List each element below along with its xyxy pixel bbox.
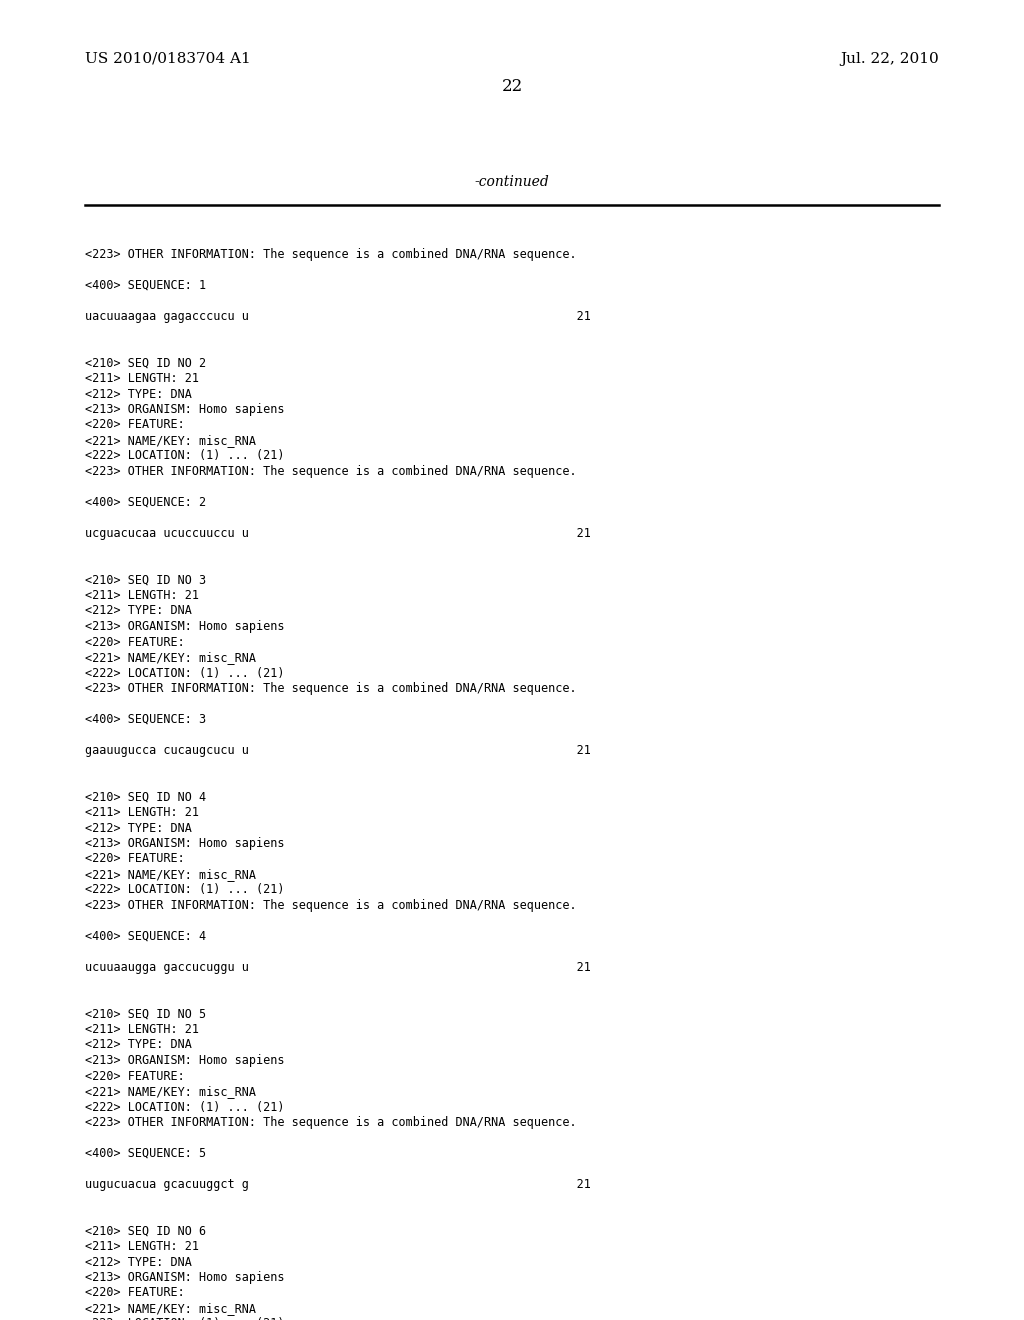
Text: <210> SEQ ID NO 3: <210> SEQ ID NO 3 — [85, 573, 206, 586]
Text: <223> OTHER INFORMATION: The sequence is a combined DNA/RNA sequence.: <223> OTHER INFORMATION: The sequence is… — [85, 465, 577, 478]
Text: <213> ORGANISM: Homo sapiens: <213> ORGANISM: Homo sapiens — [85, 1271, 285, 1284]
Text: <400> SEQUENCE: 4: <400> SEQUENCE: 4 — [85, 931, 206, 942]
Text: <221> NAME/KEY: misc_RNA: <221> NAME/KEY: misc_RNA — [85, 1085, 256, 1098]
Text: <211> LENGTH: 21: <211> LENGTH: 21 — [85, 372, 199, 385]
Text: <211> LENGTH: 21: <211> LENGTH: 21 — [85, 1023, 199, 1036]
Text: <210> SEQ ID NO 6: <210> SEQ ID NO 6 — [85, 1225, 206, 1238]
Text: <211> LENGTH: 21: <211> LENGTH: 21 — [85, 1239, 199, 1253]
Text: <220> FEATURE:: <220> FEATURE: — [85, 1287, 184, 1299]
Text: <212> TYPE: DNA: <212> TYPE: DNA — [85, 388, 191, 400]
Text: <221> NAME/KEY: misc_RNA: <221> NAME/KEY: misc_RNA — [85, 434, 256, 447]
Text: -continued: -continued — [475, 176, 549, 189]
Text: <212> TYPE: DNA: <212> TYPE: DNA — [85, 821, 191, 834]
Text: <400> SEQUENCE: 5: <400> SEQUENCE: 5 — [85, 1147, 206, 1160]
Text: <213> ORGANISM: Homo sapiens: <213> ORGANISM: Homo sapiens — [85, 403, 285, 416]
Text: <222> LOCATION: (1) ... (21): <222> LOCATION: (1) ... (21) — [85, 450, 285, 462]
Text: uugucuacua gcacuuggct g                                              21: uugucuacua gcacuuggct g 21 — [85, 1177, 591, 1191]
Text: <223> OTHER INFORMATION: The sequence is a combined DNA/RNA sequence.: <223> OTHER INFORMATION: The sequence is… — [85, 899, 577, 912]
Text: <212> TYPE: DNA: <212> TYPE: DNA — [85, 1039, 191, 1052]
Text: <213> ORGANISM: Homo sapiens: <213> ORGANISM: Homo sapiens — [85, 1053, 285, 1067]
Text: <223> OTHER INFORMATION: The sequence is a combined DNA/RNA sequence.: <223> OTHER INFORMATION: The sequence is… — [85, 1115, 577, 1129]
Text: <212> TYPE: DNA: <212> TYPE: DNA — [85, 605, 191, 618]
Text: <213> ORGANISM: Homo sapiens: <213> ORGANISM: Homo sapiens — [85, 620, 285, 634]
Text: <222> LOCATION: (1) ... (21): <222> LOCATION: (1) ... (21) — [85, 1101, 285, 1114]
Text: <210> SEQ ID NO 2: <210> SEQ ID NO 2 — [85, 356, 206, 370]
Text: <400> SEQUENCE: 3: <400> SEQUENCE: 3 — [85, 713, 206, 726]
Text: <211> LENGTH: 21: <211> LENGTH: 21 — [85, 807, 199, 818]
Text: Jul. 22, 2010: Jul. 22, 2010 — [841, 51, 939, 66]
Text: <213> ORGANISM: Homo sapiens: <213> ORGANISM: Homo sapiens — [85, 837, 285, 850]
Text: <210> SEQ ID NO 5: <210> SEQ ID NO 5 — [85, 1007, 206, 1020]
Text: <212> TYPE: DNA: <212> TYPE: DNA — [85, 1255, 191, 1269]
Text: 22: 22 — [502, 78, 522, 95]
Text: <220> FEATURE:: <220> FEATURE: — [85, 635, 184, 648]
Text: <400> SEQUENCE: 2: <400> SEQUENCE: 2 — [85, 496, 206, 510]
Text: <221> NAME/KEY: misc_RNA: <221> NAME/KEY: misc_RNA — [85, 651, 256, 664]
Text: ucguacucaa ucuccuuccu u                                              21: ucguacucaa ucuccuuccu u 21 — [85, 527, 591, 540]
Text: <222> LOCATION: (1) ... (21): <222> LOCATION: (1) ... (21) — [85, 1317, 285, 1320]
Text: <222> LOCATION: (1) ... (21): <222> LOCATION: (1) ... (21) — [85, 883, 285, 896]
Text: <210> SEQ ID NO 4: <210> SEQ ID NO 4 — [85, 791, 206, 804]
Text: uacuuaagaa gagacccucu u                                              21: uacuuaagaa gagacccucu u 21 — [85, 310, 591, 323]
Text: <400> SEQUENCE: 1: <400> SEQUENCE: 1 — [85, 279, 206, 292]
Text: US 2010/0183704 A1: US 2010/0183704 A1 — [85, 51, 251, 66]
Text: <221> NAME/KEY: misc_RNA: <221> NAME/KEY: misc_RNA — [85, 1302, 256, 1315]
Text: <222> LOCATION: (1) ... (21): <222> LOCATION: (1) ... (21) — [85, 667, 285, 680]
Text: <220> FEATURE:: <220> FEATURE: — [85, 1069, 184, 1082]
Text: <220> FEATURE:: <220> FEATURE: — [85, 853, 184, 866]
Text: ucuuaaugga gaccucuggu u                                              21: ucuuaaugga gaccucuggu u 21 — [85, 961, 591, 974]
Text: <211> LENGTH: 21: <211> LENGTH: 21 — [85, 589, 199, 602]
Text: <223> OTHER INFORMATION: The sequence is a combined DNA/RNA sequence.: <223> OTHER INFORMATION: The sequence is… — [85, 248, 577, 261]
Text: <220> FEATURE:: <220> FEATURE: — [85, 418, 184, 432]
Text: <223> OTHER INFORMATION: The sequence is a combined DNA/RNA sequence.: <223> OTHER INFORMATION: The sequence is… — [85, 682, 577, 696]
Text: <221> NAME/KEY: misc_RNA: <221> NAME/KEY: misc_RNA — [85, 869, 256, 880]
Text: gaauugucca cucaugcucu u                                              21: gaauugucca cucaugcucu u 21 — [85, 744, 591, 756]
